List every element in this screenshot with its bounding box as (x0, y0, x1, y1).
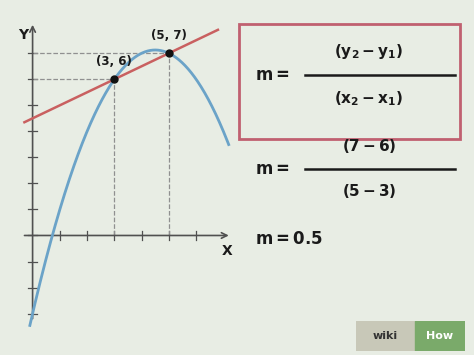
Text: How: How (427, 331, 454, 342)
Bar (415, 321, 465, 351)
Text: $\mathbf{m =}$: $\mathbf{m =}$ (255, 66, 290, 84)
Bar (356, 321, 415, 351)
FancyBboxPatch shape (239, 23, 460, 139)
Text: $\mathbf{(7 - 6)}$: $\mathbf{(7 - 6)}$ (342, 137, 396, 155)
Text: $\mathbf{(y_2 - y_1)}$: $\mathbf{(y_2 - y_1)}$ (334, 42, 403, 61)
Text: (3, 6): (3, 6) (96, 55, 132, 69)
Text: $\mathbf{m =}$: $\mathbf{m =}$ (255, 160, 290, 178)
Text: $\mathbf{(x_2 - x_1)}$: $\mathbf{(x_2 - x_1)}$ (335, 89, 403, 108)
Text: (5, 7): (5, 7) (151, 29, 187, 42)
Text: wiki: wiki (373, 331, 398, 342)
Text: $\mathbf{m = 0.5}$: $\mathbf{m = 0.5}$ (255, 230, 323, 248)
Text: X: X (222, 244, 233, 258)
Text: $\mathbf{(5 - 3)}$: $\mathbf{(5 - 3)}$ (342, 182, 396, 200)
Text: Y: Y (18, 28, 28, 42)
